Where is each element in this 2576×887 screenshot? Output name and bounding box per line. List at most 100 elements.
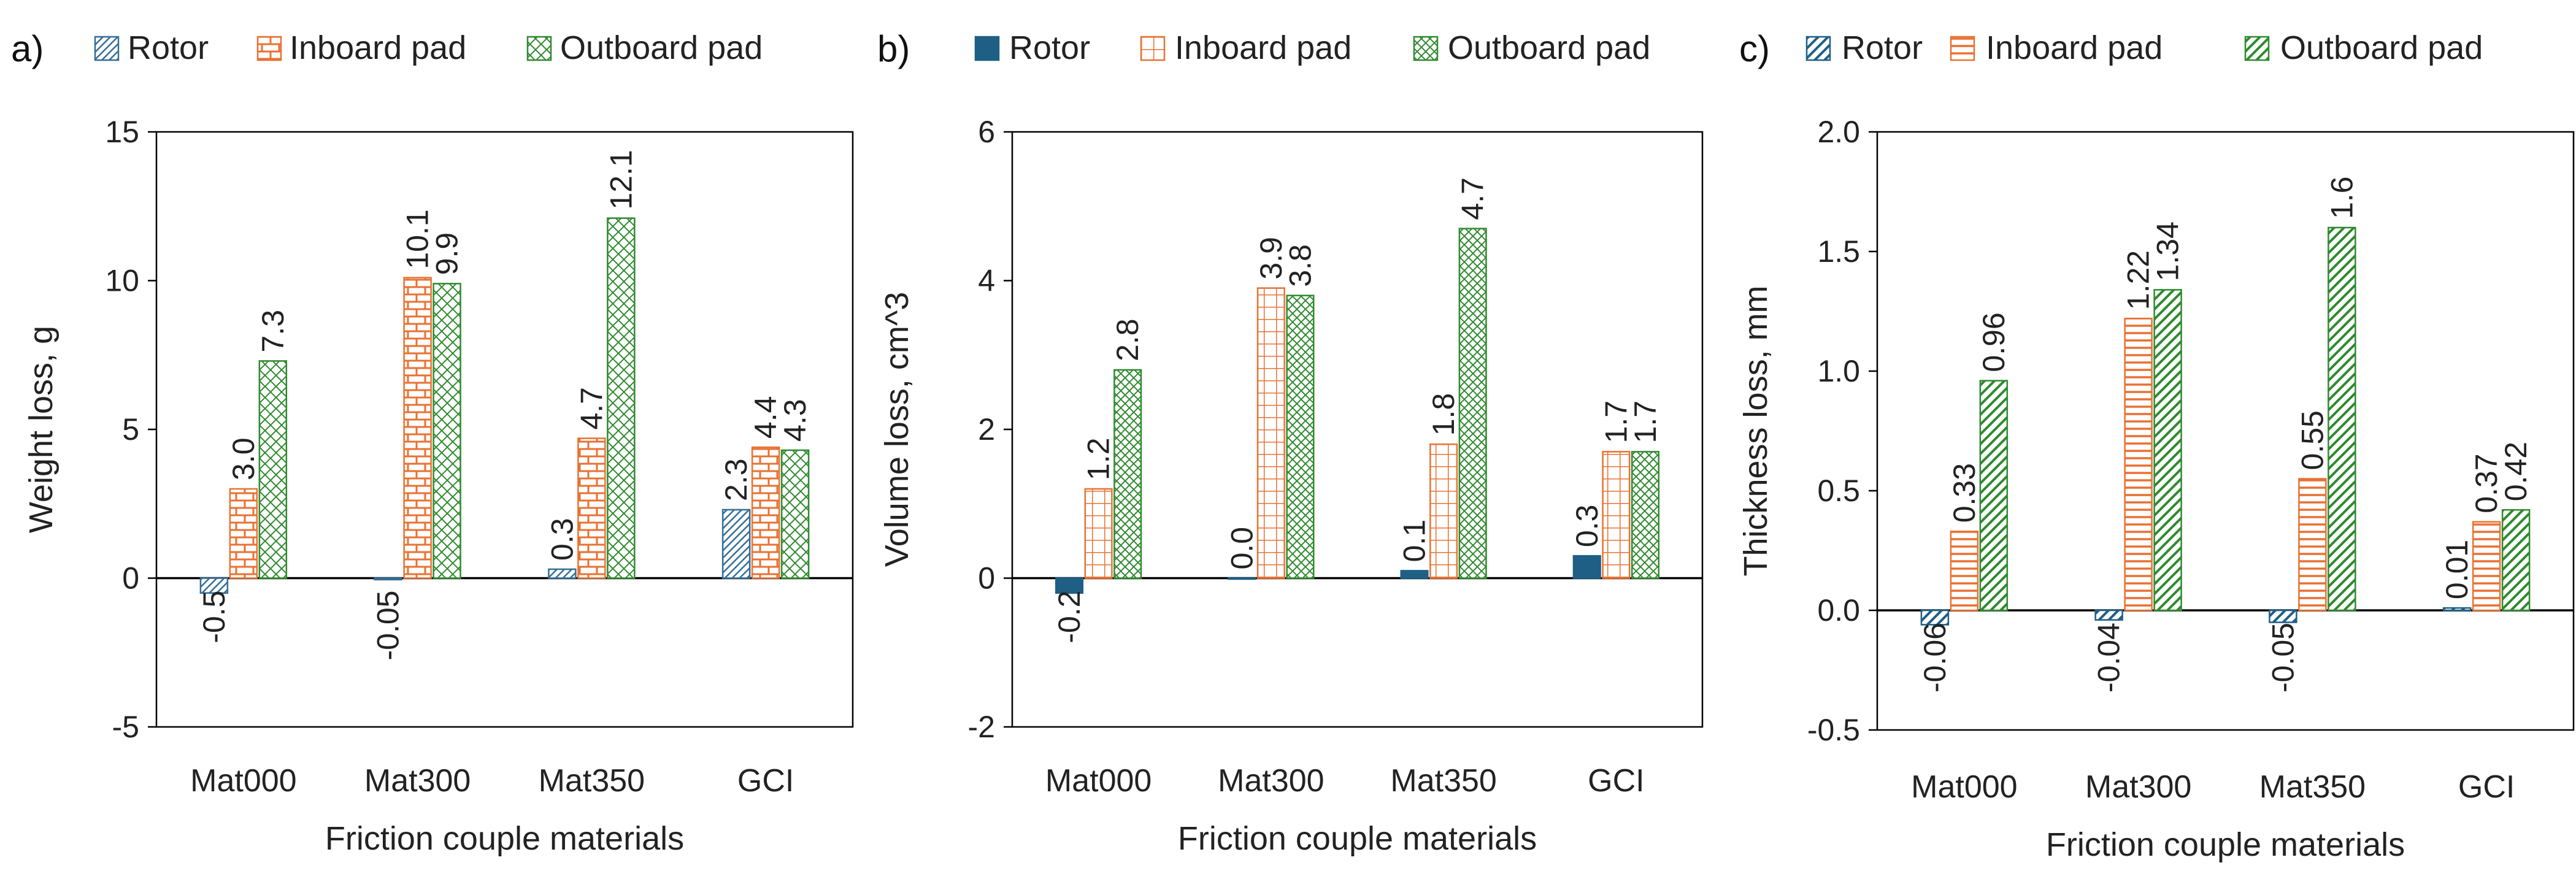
y-tick-label: 2.0 xyxy=(1817,115,1860,149)
bar-outboard-pad xyxy=(607,217,636,579)
y-axis-title: Volume loss, cm^3 xyxy=(879,292,915,567)
plot-area-border xyxy=(1876,131,2575,731)
bar-outboard-pad xyxy=(1979,380,2009,612)
data-label: 1.2 xyxy=(1082,437,1116,480)
y-tick-label: 1.5 xyxy=(1817,234,1860,269)
bar-outboard-pad xyxy=(1286,294,1315,579)
data-label: -0.05 xyxy=(371,591,406,661)
legend-swatch xyxy=(1805,36,1831,61)
bar-rotor xyxy=(2094,609,2123,621)
bar-outboard-pad xyxy=(433,283,461,579)
legend-label: Outboard pad xyxy=(1448,29,1650,66)
data-label: 3.9 xyxy=(1254,237,1288,280)
data-label: 4.7 xyxy=(574,387,609,430)
bar-inboard-pad xyxy=(2124,317,2153,612)
bar-rotor xyxy=(1572,555,1601,579)
legend-label: Inboard pad xyxy=(1175,29,1351,66)
y-tick-label: 5 xyxy=(122,412,139,447)
legend-swatch xyxy=(1140,36,1166,61)
data-label: 3.0 xyxy=(226,437,261,480)
bar-inboard-pad xyxy=(2298,478,2327,612)
category-label: Mat350 xyxy=(2259,769,2366,805)
data-label: -0.05 xyxy=(2266,623,2300,693)
legend-label: Rotor xyxy=(1842,29,1923,66)
data-label: 0.3 xyxy=(1570,505,1604,548)
data-label: 7.3 xyxy=(256,310,290,353)
data-label: -0.5 xyxy=(197,591,231,643)
y-tick-label: 0.5 xyxy=(1817,474,1860,508)
bar-outboard-pad xyxy=(1458,228,1487,579)
bar-inboard-pad xyxy=(2472,521,2501,612)
bar-inboard-pad xyxy=(403,277,432,579)
legend-label: Outboard pad xyxy=(560,29,763,66)
data-label: 0.96 xyxy=(1977,312,2011,372)
bar-outboard-pad xyxy=(1113,369,1142,579)
data-label: 4.4 xyxy=(748,396,783,439)
data-label: 1.7 xyxy=(1628,401,1663,444)
data-label: 2.3 xyxy=(719,458,753,501)
data-label: 1.8 xyxy=(1426,393,1461,436)
chart-panel-b: -2 0 2 4 6 Mat000 -0.2 1.2 2.8 Mat300 0.0 3.93.8 Mat… xyxy=(877,28,1704,857)
bar-inboard-pad xyxy=(229,488,258,579)
data-label: 1.34 xyxy=(2151,221,2185,281)
bar-outboard-pad xyxy=(2501,509,2531,612)
bar-rotor xyxy=(721,509,751,579)
bar-rotor xyxy=(2442,607,2472,612)
panel-label: a) xyxy=(11,28,44,69)
y-tick-label: 6 xyxy=(978,115,995,149)
legend-swatch xyxy=(526,36,552,61)
y-axis-title: Thickness loss, mm xyxy=(1737,285,1774,576)
data-label: 0.0 xyxy=(1225,527,1259,570)
category-label: GCI xyxy=(2458,769,2515,805)
chart-panel-c: -0.5 0.0 0.5 1.0 1.5 2.0 Mat000 -0.06 0.33 0.96 Ma… xyxy=(1737,28,2575,863)
y-tick-label: -0.5 xyxy=(1807,713,1860,747)
data-label: 12.1 xyxy=(604,150,638,209)
data-label: 4.7 xyxy=(1456,177,1490,220)
y-tick-label: 1.0 xyxy=(1817,354,1860,388)
y-tick-label: -2 xyxy=(968,710,995,744)
x-axis-title: Friction couple materials xyxy=(325,820,684,857)
category-label: Mat350 xyxy=(1390,763,1496,799)
bar-outboard-pad xyxy=(1631,451,1660,579)
legend-swatch xyxy=(1413,36,1439,61)
bar-inboard-pad xyxy=(1950,531,1979,612)
y-tick-label: 0 xyxy=(978,561,995,596)
category-label: Mat300 xyxy=(1218,763,1324,799)
y-tick-label: 4 xyxy=(978,264,995,298)
legend-swatch xyxy=(974,36,1000,61)
data-label: -0.06 xyxy=(1918,623,1952,693)
data-label: 0.42 xyxy=(2499,442,2533,501)
y-tick-label: 2 xyxy=(978,412,995,447)
data-label: 0.01 xyxy=(2440,540,2474,599)
data-label: 10.1 xyxy=(401,209,435,269)
legend-label: Inboard pad xyxy=(290,29,466,66)
bar-rotor xyxy=(1228,577,1256,580)
data-label: 0.3 xyxy=(545,518,579,561)
category-label: Mat300 xyxy=(364,763,471,799)
category-label: Mat300 xyxy=(2085,769,2191,805)
bar-rotor xyxy=(1055,577,1084,594)
category-label: Mat350 xyxy=(539,763,645,799)
legend-label: Rotor xyxy=(1009,29,1090,66)
bar-rotor xyxy=(1920,609,1950,626)
y-tick-label: 0 xyxy=(122,561,139,596)
data-label: 2.8 xyxy=(1110,318,1145,361)
bar-inboard-pad xyxy=(1429,444,1458,579)
data-label: 0.55 xyxy=(2295,410,2329,470)
legend: Rotor Inboard pad Outboard pad xyxy=(1805,29,2483,66)
legend-swatch xyxy=(1950,36,1975,61)
bar-inboard-pad xyxy=(1602,451,1631,579)
data-label: -0.04 xyxy=(2092,623,2126,693)
data-label: 0.1 xyxy=(1398,520,1432,563)
y-tick-label: 15 xyxy=(105,115,139,149)
bar-inboard-pad xyxy=(1084,488,1113,579)
x-axis-title: Friction couple materials xyxy=(2046,826,2405,863)
bar-outboard-pad xyxy=(780,449,810,579)
chart-panel-a: -5 0 5 10 15 Mat000 -0.5 3.0 7.3 Mat300 -0.05 10.19… xyxy=(11,28,854,857)
category-label: Mat000 xyxy=(190,763,296,799)
bar-outboard-pad xyxy=(2153,289,2182,612)
legend-swatch xyxy=(94,36,120,61)
category-label: Mat000 xyxy=(1045,763,1152,799)
bar-rotor xyxy=(548,568,577,579)
